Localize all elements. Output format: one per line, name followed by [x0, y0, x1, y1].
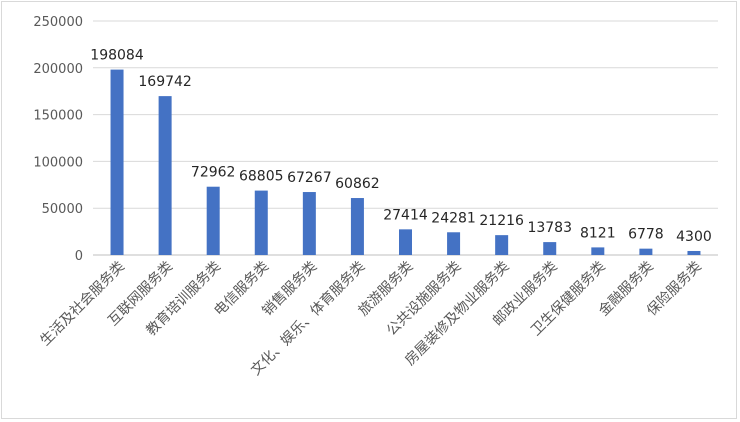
y-tick-label: 200000 — [33, 62, 83, 77]
y-tick-label: 150000 — [33, 109, 83, 124]
bar — [447, 232, 461, 255]
bar — [495, 235, 509, 255]
bar — [110, 69, 124, 255]
data-label: 198084 — [90, 48, 144, 64]
data-label: 6778 — [628, 227, 664, 243]
bar — [543, 242, 557, 255]
bar — [350, 198, 364, 255]
bars — [110, 69, 701, 255]
y-axis-ticks: 0 50000 100000 150000 200000 250000 — [33, 15, 83, 264]
bar — [206, 186, 220, 255]
data-label: 60862 — [335, 176, 380, 192]
data-label: 13783 — [527, 220, 572, 236]
gridlines — [93, 20, 718, 256]
data-label: 4300 — [676, 229, 712, 245]
data-label: 67267 — [287, 170, 332, 186]
x-axis-categories: 生活及社会服务类互联网服务类教育培训服务类电信服务类销售服务类文化、娱乐、体育服… — [37, 259, 704, 379]
bar — [254, 190, 268, 255]
bar — [158, 96, 172, 255]
data-label: 169742 — [138, 74, 191, 90]
bar — [591, 247, 605, 255]
y-tick-label: 50000 — [42, 202, 83, 217]
y-tick-label: 0 — [75, 249, 83, 264]
data-label: 8121 — [580, 225, 616, 241]
data-label: 27414 — [383, 207, 428, 223]
data-label: 24281 — [431, 210, 476, 226]
bar — [639, 248, 653, 255]
y-tick-label: 250000 — [33, 15, 83, 30]
y-tick-label: 100000 — [33, 155, 83, 170]
data-label: 72962 — [191, 165, 236, 181]
data-label: 21216 — [479, 213, 524, 229]
bar — [687, 250, 701, 255]
bar — [302, 192, 316, 255]
data-label: 68805 — [239, 169, 284, 185]
category-label: 生活及社会服务类 — [37, 259, 128, 350]
bar — [399, 229, 412, 255]
